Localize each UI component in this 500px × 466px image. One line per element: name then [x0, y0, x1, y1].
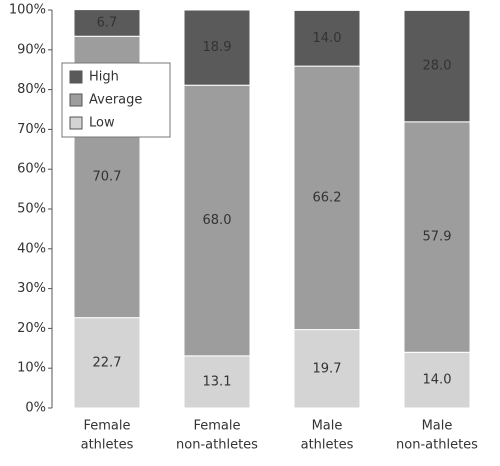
- y-tick-label: 100%: [9, 3, 46, 18]
- value-label: 57.9: [423, 230, 452, 245]
- bar-segment: [403, 351, 471, 409]
- y-tick-label: 30%: [17, 281, 46, 296]
- x-tick-label: athletes: [301, 438, 354, 453]
- x-tick-label: non-athletes: [176, 438, 258, 453]
- bar-segment: [403, 121, 471, 353]
- y-tick-label: 20%: [17, 321, 46, 336]
- y-tick-label: 50%: [17, 202, 46, 217]
- bar-segment: [293, 65, 361, 331]
- value-label: 70.7: [93, 169, 122, 184]
- x-tick-label: athletes: [81, 438, 134, 453]
- y-tick-label: 40%: [17, 241, 46, 256]
- y-tick-label: 70%: [17, 122, 46, 137]
- bar-segment: [293, 329, 361, 409]
- y-tick-label: 0%: [25, 401, 46, 416]
- bar-segment: [73, 317, 141, 409]
- value-label: 66.2: [313, 190, 342, 205]
- value-label: 13.1: [203, 374, 232, 389]
- legend-label: Low: [89, 116, 115, 131]
- value-label: 18.9: [203, 40, 232, 55]
- value-label: 19.7: [313, 361, 342, 376]
- value-label: 22.7: [93, 355, 122, 370]
- y-tick-label: 90%: [17, 42, 46, 57]
- legend-swatch: [69, 93, 83, 107]
- bar-segment: [73, 9, 141, 37]
- bar-segment: [183, 84, 251, 357]
- legend-swatch: [69, 70, 83, 84]
- value-label: 28.0: [423, 59, 452, 74]
- x-tick-label: Female: [193, 419, 240, 434]
- y-tick-label: 60%: [17, 162, 46, 177]
- x-tick-label: Male: [312, 419, 343, 434]
- value-label: 6.7: [97, 15, 118, 30]
- y-tick-label: 10%: [17, 361, 46, 376]
- value-label: 14.0: [423, 373, 452, 388]
- y-tick-label: 80%: [17, 82, 46, 97]
- bar-segment: [403, 9, 471, 123]
- x-tick-label: non-athletes: [396, 438, 478, 453]
- bar-segment: [293, 9, 361, 67]
- legend-label: Average: [89, 93, 142, 108]
- legend-swatch: [69, 116, 83, 130]
- value-label: 68.0: [203, 213, 232, 228]
- value-label: 14.0: [313, 31, 342, 46]
- x-tick-label: Female: [83, 419, 130, 434]
- x-tick-label: Male: [422, 419, 453, 434]
- bar-segment: [183, 9, 251, 86]
- legend-label: High: [89, 70, 119, 85]
